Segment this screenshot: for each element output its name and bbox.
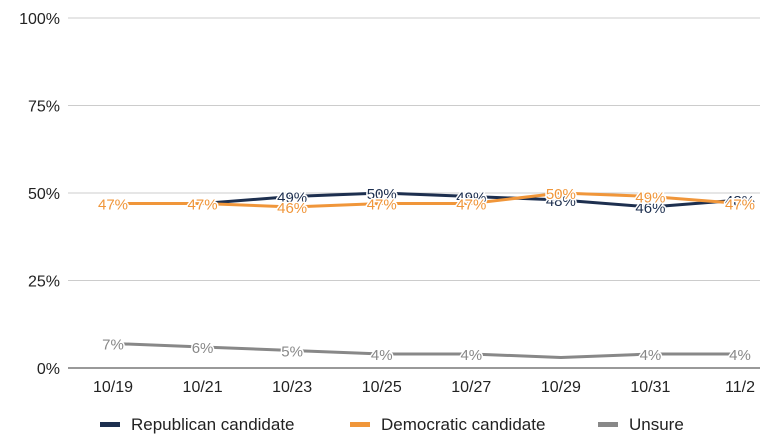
series-line-0 (201, 191, 742, 209)
series-line-1 (111, 191, 742, 209)
data-label: 47% (367, 197, 397, 214)
y-tick-label: 100% (19, 11, 60, 28)
data-label: 7% (102, 337, 124, 354)
data-label: 48% (725, 193, 755, 210)
data-label: 47% (188, 197, 218, 214)
legend-swatch (100, 422, 120, 427)
data-label: 46% (635, 200, 665, 217)
data-label: 4% (640, 347, 662, 364)
y-tick-label: 0% (37, 361, 60, 378)
data-label: 46% (277, 200, 307, 217)
data-label: 50% (367, 186, 397, 203)
data-label: 48% (546, 193, 576, 210)
data-label: 49% (456, 190, 486, 207)
legend-label: Republican candidate (131, 415, 295, 434)
data-labels: 49% 50% 49% 48% 46% 48%47% 47% 46% 47% 47%50% 49% 4… (96, 185, 756, 366)
x-tick-label: 10/19 (93, 379, 133, 396)
x-tick-label: 10/27 (451, 379, 491, 396)
y-tick-label: 25% (28, 274, 60, 291)
legend-swatch (350, 422, 370, 427)
data-label: 49% (277, 190, 307, 207)
x-axis: 10/19 10/21 10/23 10/25 10/27 10/29 10/31 11/2 (93, 379, 755, 396)
data-label: 50% (546, 186, 576, 203)
data-label: 47% (98, 197, 128, 214)
x-tick-label: 10/25 (362, 379, 402, 396)
data-label: 49% (635, 190, 665, 207)
data-label: 47% (456, 197, 486, 214)
y-axis: 0% 25% 50% 75% 100% (19, 11, 60, 378)
legend: Republican candidate Democratic candidate… (100, 415, 684, 434)
x-tick-label: 10/29 (541, 379, 581, 396)
y-tick-label: 50% (28, 186, 60, 203)
data-label: 4% (729, 347, 751, 364)
legend-label: Unsure (629, 415, 684, 434)
data-label: 47% (725, 197, 755, 214)
y-tick-label: 75% (28, 99, 60, 116)
data-label: 4% (460, 347, 482, 364)
series-line-2 (111, 342, 742, 359)
data-label: 6% (192, 340, 214, 357)
data-label: 4% (371, 347, 393, 364)
series-lines (111, 191, 742, 359)
x-tick-label: 10/31 (630, 379, 670, 396)
x-tick-label: 11/2 (725, 379, 755, 396)
legend-label: Democratic candidate (381, 415, 545, 434)
x-tick-label: 10/21 (183, 379, 223, 396)
x-tick-label: 10/23 (272, 379, 312, 396)
legend-swatch (598, 422, 618, 427)
data-label: 5% (281, 344, 303, 361)
